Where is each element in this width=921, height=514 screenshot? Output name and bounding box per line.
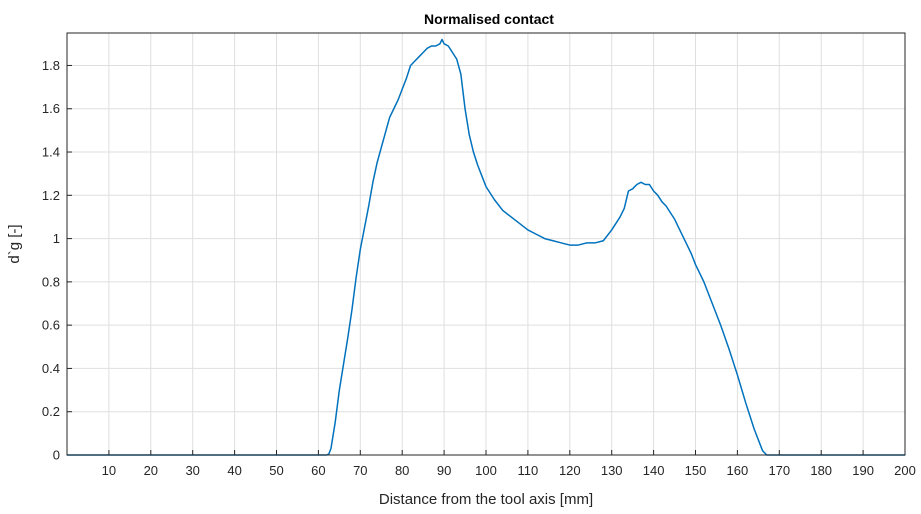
x-tick-label: 80 (395, 463, 409, 478)
x-tick-label: 40 (227, 463, 241, 478)
x-tick-label: 170 (768, 463, 790, 478)
x-axis-ticks: 10 20 30 40 50 60 70 80 90 100 110 120 130 140 150 160 1… (102, 450, 916, 478)
y-tick-label: 1.6 (42, 101, 60, 116)
x-tick-label: 130 (601, 463, 623, 478)
x-axis-label: Distance from the tool axis [mm] (379, 491, 593, 508)
x-tick-label: 30 (185, 463, 199, 478)
x-tick-label: 160 (727, 463, 749, 478)
x-tick-label: 140 (643, 463, 665, 478)
series-line (67, 38, 905, 456)
y-tick-label: 1.8 (42, 58, 60, 73)
x-tick-label: 10 (102, 463, 116, 478)
x-tick-label: 100 (475, 463, 497, 478)
y-axis-label: d`g [-] (6, 224, 23, 263)
x-tick-label: 180 (810, 463, 832, 478)
grid-lines (67, 33, 905, 455)
y-tick-label: 0 (53, 448, 60, 463)
y-axis-ticks: 0 0.2 0.4 0.6 0.8 1 1.2 1.4 1.6 1.8 (42, 58, 72, 463)
y-tick-label: 0.8 (42, 274, 60, 289)
x-tick-label: 150 (685, 463, 707, 478)
x-tick-label: 200 (894, 463, 916, 478)
x-tick-label: 20 (144, 463, 158, 478)
chart-title: Normalised contact (424, 11, 554, 27)
series-layer (67, 38, 905, 456)
y-tick-label: 1.2 (42, 188, 60, 203)
x-tick-label: 120 (559, 463, 581, 478)
y-tick-label: 0.6 (42, 318, 60, 333)
x-tick-label: 60 (311, 463, 325, 478)
y-tick-label: 1 (53, 231, 60, 246)
x-tick-label: 50 (269, 463, 283, 478)
x-tick-label: 70 (353, 463, 367, 478)
y-tick-label: 0.4 (42, 361, 60, 376)
y-tick-label: 1.4 (42, 145, 60, 160)
x-tick-label: 90 (437, 463, 451, 478)
y-tick-label: 0.2 (42, 404, 60, 419)
x-tick-label: 110 (518, 463, 539, 478)
x-tick-label: 190 (852, 463, 874, 478)
